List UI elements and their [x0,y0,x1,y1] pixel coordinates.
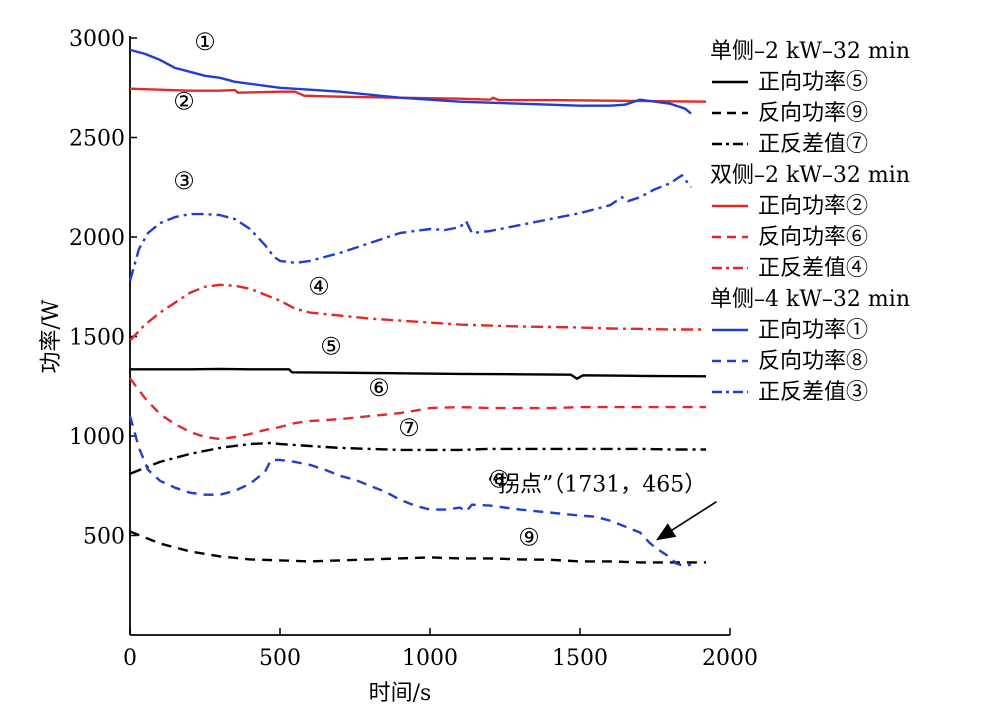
series-line-4 [129,87,707,103]
y-tick-label: 2500 [69,127,125,152]
x-tick-label: 500 [259,646,301,671]
legend-group-title: 单侧–2 kW–32 min [710,39,910,64]
axes: 0 500 1000 1500 2000 500 1000 1500 2000 2500 3000 时… [39,27,758,706]
legend-entry-label: 正向功率① [758,318,868,343]
series-line-7 [129,48,692,115]
curve-labels: ① ② ③ ④ ⑤⑥⑦ ⑧ ⑨ [173,28,540,552]
legend-entry-label: 反向功率⑨ [758,101,868,126]
curve-label: ① [194,28,216,56]
legend-entry-label: 正向功率⑤ [758,70,868,95]
curve-label: ③ [173,167,195,195]
x-tick-label: 1500 [552,646,608,671]
curve-label: ⑤ [320,332,342,360]
curve-label: ⑨ [518,523,540,551]
y-tick-label: 3000 [69,27,125,52]
x-tick-label: 0 [123,646,137,671]
series-line-2 [129,530,706,564]
inflection-point-arrow [655,501,717,541]
series-line-6 [129,283,706,342]
legend-group-title: 单侧–4 kW–32 min [710,287,910,312]
annotation: “拐点”（1731，465） [487,473,717,541]
curve-label: ④ [308,273,330,301]
curve-label: ⑦ [398,414,420,442]
legend-entry-label: 正反差值⑦ [758,132,868,157]
curve-label: ② [173,88,195,116]
legend-entry-label: 反向功率⑧ [758,349,868,374]
y-tick-label: 500 [83,525,125,550]
curve-label: ⑧ [488,466,510,494]
y-tick-label: 1000 [69,425,125,450]
series-line-8 [128,415,692,568]
series-line-9 [128,174,692,282]
legend: 单侧–2 kW–32 min 正向功率⑤ 反向功率⑨ 正反差值⑦ 双侧–2 kW–32 … [710,39,910,405]
inflection-point-label: “拐点”（1731，465） [487,473,706,498]
x-tick-label: 1000 [402,646,458,671]
x-tick-label: 2000 [702,646,758,671]
legend-entry-label: 正反差值④ [758,256,868,281]
y-axis-label: 功率/W [39,299,64,373]
legend-entry-label: 反向功率⑥ [758,225,868,250]
x-axis-label: 时间/s [369,681,432,706]
legend-entry-label: 正向功率② [758,194,868,219]
y-tick-label: 1500 [69,326,125,351]
series-line-3 [129,441,706,475]
legend-entry-label: 正反差值③ [758,380,868,405]
y-tick-label: 2000 [69,226,125,251]
curve-label: ⑥ [368,374,390,402]
series-layer [128,48,707,568]
legend-group-title: 双侧–2 kW–32 min [710,163,910,188]
series-line-1 [130,367,707,380]
